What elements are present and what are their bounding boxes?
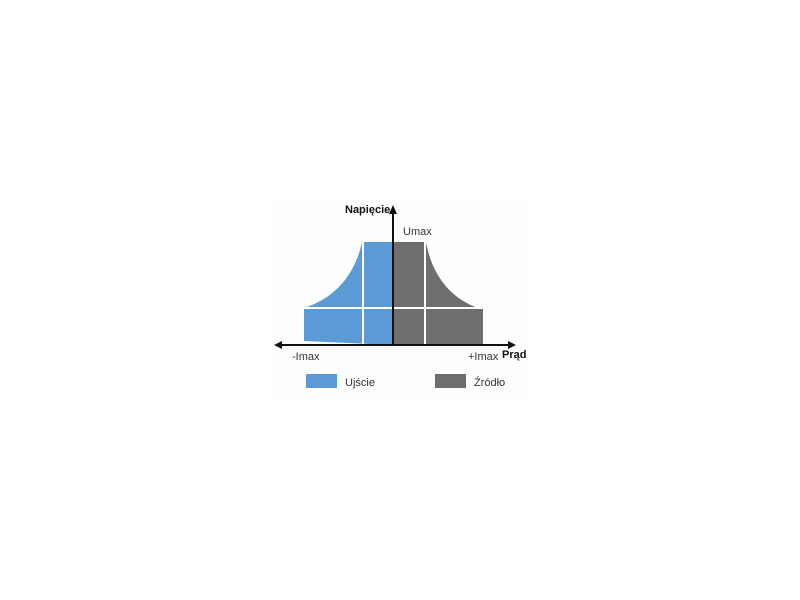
legend-swatch-sink [306, 374, 337, 388]
legend-label-sink: Ujście [345, 377, 375, 389]
source-region [393, 242, 483, 345]
neg-imax-label: -Imax [292, 351, 320, 363]
legend-label-source: Źródło [474, 376, 505, 389]
y-axis-label: Napięcie [345, 204, 390, 216]
legend: Ujście Źródło [306, 374, 505, 389]
legend-swatch-source [435, 374, 466, 388]
pos-imax-label: +Imax [468, 351, 499, 363]
x-axis-label: Prąd [502, 349, 526, 361]
arrow-left-icon [274, 341, 282, 349]
arrow-right-icon [508, 341, 516, 349]
umax-label: Umax [403, 226, 432, 238]
y-axis [389, 205, 397, 345]
arrow-up-icon [389, 205, 397, 214]
sink-region [304, 242, 393, 345]
